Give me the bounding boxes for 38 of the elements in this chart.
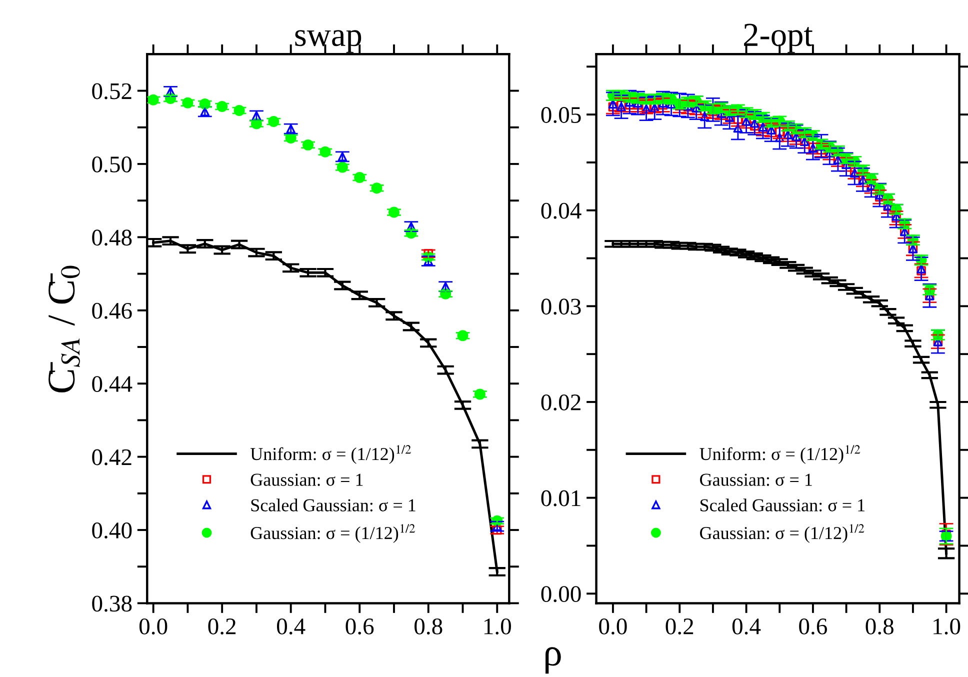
y-tick-label: 0.02	[541, 394, 580, 411]
text: 1.0	[934, 618, 960, 635]
y-tick-label: 0.04	[541, 202, 582, 219]
y-axis-title: C̄$_{SA}$ / C̄$_{0}$	[48, 266, 80, 392]
y-tick-label: 0.42	[92, 449, 132, 466]
y-tick-label: 0.03	[541, 298, 581, 315]
text: 0.0	[599, 618, 627, 635]
y-tick-label: 0.46	[92, 302, 132, 319]
y-tick-label: 0.44	[92, 376, 132, 392]
x-tick-label: 0.8	[414, 618, 442, 635]
chart-title: 2-opt	[744, 24, 813, 53]
legend-label: Gaussian: σ = (1/12)$^{1/2}$	[700, 524, 864, 543]
legend-label: Gaussian: σ = 1	[700, 474, 812, 486]
chart-title: swap	[295, 30, 362, 53]
y-tick-label: 0.01	[541, 490, 580, 506]
y-tick-label: 0.38	[92, 596, 132, 612]
legend-label: Scaled Gaussian: σ = 1	[700, 498, 865, 512]
x-tick-label: 0.2	[666, 618, 694, 635]
legend-label: Uniform: σ = (1/12)$^{1/2}$	[250, 445, 411, 464]
legend-label: Uniform: σ = (1/12)$^{1/2}$	[700, 445, 860, 464]
x-tick-label: 0.4	[276, 618, 306, 635]
y-tick-label: 0.48	[92, 230, 132, 246]
x-tick-label: 0.6	[346, 618, 374, 635]
legend-label: Gaussian: σ = (1/12)$^{1/2}$	[250, 524, 415, 543]
y-tick-label: 0.05	[541, 107, 581, 124]
legend-label: Gaussian: σ = 1	[250, 474, 363, 486]
x-tick-label: 0.8	[866, 618, 894, 635]
y-tick-label: 0.00	[541, 586, 581, 602]
legend-label: Scaled Gaussian: σ = 1	[251, 498, 416, 512]
y-tick-label: 0.40	[92, 522, 132, 539]
x-tick-label: 0.2	[208, 618, 236, 635]
text: 0.0	[139, 618, 168, 635]
x-tick-label: 0.6	[799, 618, 828, 635]
x-axis-title: ρ	[546, 647, 561, 674]
x-tick-label: 0.4	[732, 618, 761, 635]
text: 1.0	[484, 618, 511, 635]
y-tick-label: 0.52	[92, 83, 132, 100]
y-tick-label: 0.50	[92, 156, 132, 172]
